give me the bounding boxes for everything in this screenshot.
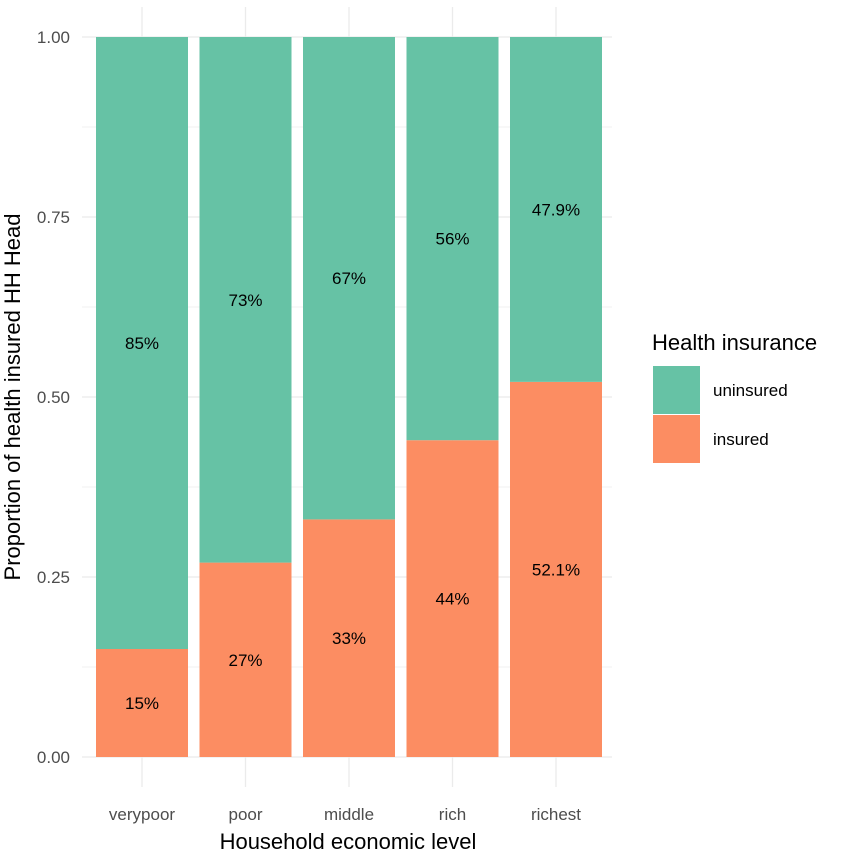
legend-key-uninsured [653, 366, 700, 414]
y-axis-title: Proportion of health insured HH Head [0, 214, 25, 581]
x-tick-label-middle: middle [324, 805, 374, 824]
data-label-insured-richest: 52.1% [532, 560, 580, 579]
bar-uninsured-richest [510, 37, 602, 382]
bar-insured-middle [303, 519, 395, 757]
bar-uninsured-verypoor [96, 37, 188, 649]
bar-insured-verypoor [96, 649, 188, 757]
bar-uninsured-rich [406, 37, 499, 441]
data-label-uninsured-middle: 67% [332, 269, 366, 288]
y-tick-label: 0.00 [37, 748, 70, 767]
data-label-uninsured-rich: 56% [435, 230, 469, 249]
bar-insured-richest [510, 381, 602, 757]
bars [96, 37, 602, 757]
data-label-uninsured-verypoor: 85% [125, 334, 159, 353]
legend: Health insurance uninsured insured [652, 330, 817, 463]
legend-key-insured [653, 415, 700, 463]
bar-uninsured-middle [303, 37, 395, 520]
legend-label-uninsured: uninsured [713, 381, 788, 400]
data-label-insured-middle: 33% [332, 629, 366, 648]
data-label-insured-rich: 44% [435, 590, 469, 609]
x-tick-label-poor: poor [228, 805, 262, 824]
x-axis-title: Household economic level [220, 829, 477, 850]
x-axis: verypoor poor middle rich richest [109, 805, 581, 824]
y-tick-label: 0.50 [37, 388, 70, 407]
legend-title: Health insurance [652, 330, 817, 355]
legend-label-insured: insured [713, 430, 769, 449]
data-label-uninsured-richest: 47.9% [532, 200, 580, 219]
y-tick-label: 0.75 [37, 208, 70, 227]
data-labels: 15% 85% 27% 73% 33% 67% 44% 56% 52.1% 47.9% [125, 200, 580, 713]
y-axis: 0.00 0.25 0.50 0.75 1.00 [37, 28, 70, 767]
x-tick-label-rich: rich [439, 805, 466, 824]
bar-uninsured-poor [199, 37, 292, 563]
bar-insured-rich [406, 440, 499, 757]
x-tick-label-richest: richest [531, 805, 581, 824]
data-label-insured-poor: 27% [228, 651, 262, 670]
data-label-uninsured-poor: 73% [228, 291, 262, 310]
x-tick-label-verypoor: verypoor [109, 805, 175, 824]
y-tick-label: 0.25 [37, 568, 70, 587]
data-label-insured-verypoor: 15% [125, 694, 159, 713]
bar-insured-poor [199, 562, 292, 757]
y-tick-label: 1.00 [37, 28, 70, 47]
